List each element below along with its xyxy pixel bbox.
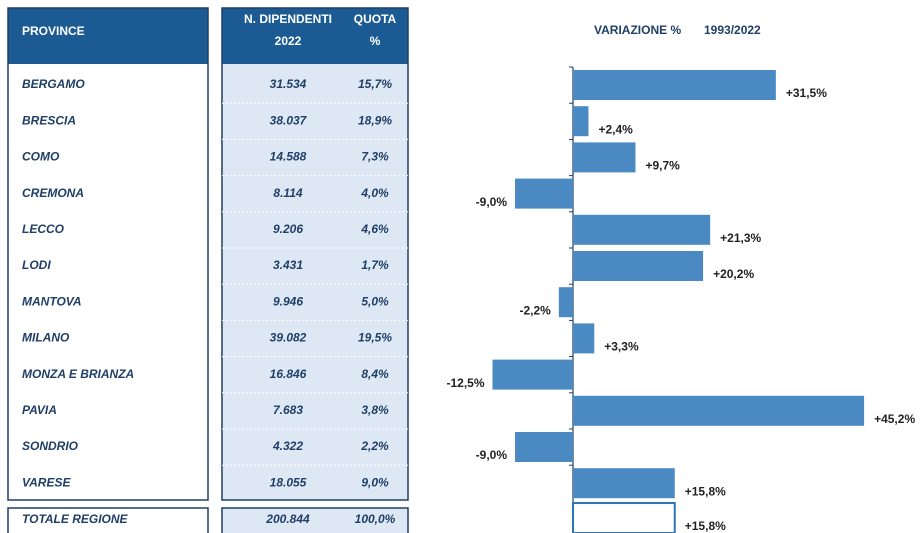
bar — [573, 70, 776, 100]
bar — [573, 468, 675, 499]
employees: 9.206 — [273, 222, 303, 236]
bar — [573, 323, 595, 354]
bar — [492, 359, 573, 390]
value-label: -9,0% — [476, 195, 508, 209]
value-label: +21,3% — [720, 231, 761, 245]
value-label: -2,2% — [519, 303, 551, 317]
header: QUOTA — [354, 12, 397, 26]
employees: 8.114 — [273, 186, 302, 200]
bar — [573, 106, 589, 137]
bar — [572, 502, 676, 533]
header: 2022 — [275, 34, 302, 48]
bar — [573, 142, 636, 173]
value-label: +31,5% — [786, 86, 827, 100]
share: 9,0% — [361, 475, 389, 489]
employees: 7.683 — [273, 403, 303, 417]
share: 8,4% — [361, 367, 389, 381]
province: COMO — [22, 150, 60, 164]
province: CREMONA — [22, 186, 84, 200]
share: 2,2% — [360, 439, 389, 453]
province: BRESCIA — [22, 113, 76, 127]
employees: 9.946 — [273, 294, 303, 308]
province-box — [7, 7, 209, 501]
share: 4,0% — [360, 186, 389, 200]
employees: 16.846 — [270, 367, 307, 381]
total-box — [221, 507, 409, 533]
employees: 3.431 — [273, 258, 303, 272]
province: LECCO — [22, 222, 65, 236]
chart-subtitle: 1993/2022 — [704, 23, 761, 37]
province: MANTOVA — [22, 294, 82, 308]
value-label: +20,2% — [713, 267, 754, 281]
bar — [573, 395, 865, 426]
employees: 14.588 — [270, 150, 307, 164]
province: PAVIA — [22, 403, 57, 417]
bar — [515, 178, 573, 209]
share: 19,5% — [358, 331, 392, 345]
header-bg — [222, 8, 408, 64]
share: 1,7% — [361, 258, 389, 272]
employees: 18.055 — [270, 475, 307, 489]
header: PROVINCE — [22, 24, 85, 38]
province: TOTALE REGIONE — [22, 512, 129, 526]
province: VARESE — [22, 475, 71, 489]
province: LODI — [22, 258, 51, 272]
value-label: +15,8% — [685, 519, 726, 533]
values-bg — [222, 64, 408, 500]
value-label: +45,2% — [874, 412, 915, 426]
value-label: -9,0% — [476, 448, 508, 462]
share: 18,9% — [358, 113, 392, 127]
bar — [573, 214, 711, 245]
share: 15,7% — [358, 77, 392, 91]
employees: 39.082 — [270, 331, 307, 345]
total-box — [7, 507, 209, 533]
employees: 200.844 — [265, 512, 310, 526]
employees: 4.322 — [272, 439, 303, 453]
values-box — [221, 7, 409, 501]
province: BERGAMO — [22, 77, 85, 91]
chart-title: VARIAZIONE % — [594, 23, 681, 37]
header: N. DIPENDENTI — [244, 12, 332, 26]
province: MILANO — [22, 331, 70, 345]
share: 5,0% — [361, 294, 389, 308]
share: 7,3% — [361, 150, 389, 164]
employees: 38.037 — [270, 113, 308, 127]
header: % — [370, 34, 381, 48]
share: 100,0% — [355, 512, 396, 526]
header-bg — [8, 8, 208, 64]
value-label: -12,5% — [446, 376, 484, 390]
value-label: +9,7% — [645, 159, 680, 173]
employees: 31.534 — [270, 77, 307, 91]
bar — [573, 251, 704, 281]
bar — [515, 432, 573, 462]
bar — [558, 287, 573, 318]
province: MONZA E BRIANZA — [22, 367, 134, 381]
value-label: +15,8% — [685, 484, 726, 498]
value-label: +2,4% — [598, 122, 633, 136]
share: 4,6% — [360, 222, 389, 236]
share: 3,8% — [361, 403, 389, 417]
value-label: +3,3% — [604, 340, 639, 354]
province: SONDRIO — [22, 439, 79, 453]
